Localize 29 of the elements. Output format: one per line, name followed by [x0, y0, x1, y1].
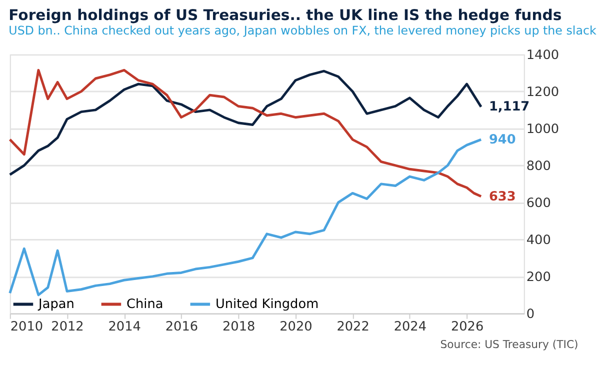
- y-tick-label: 1200: [526, 84, 560, 100]
- x-tick-label: 2012: [51, 320, 84, 335]
- legend-label: Japan: [38, 297, 74, 312]
- y-tick-label: 200: [526, 270, 551, 285]
- data-label: 1,117: [488, 100, 530, 115]
- source-note: Source: US Treasury (TIC): [440, 338, 578, 352]
- chart-title: Foreign holdings of US Treasuries.. the UK line IS the hedge funds: [8, 6, 562, 24]
- y-tick-label: 400: [526, 232, 551, 248]
- y-tick-label: 1400: [526, 48, 560, 63]
- x-tick-label: 2014: [108, 320, 141, 335]
- line-series: [8, 70, 482, 176]
- x-tick-label: 2010: [10, 320, 44, 335]
- data-label: 940: [488, 132, 516, 148]
- x-tick-label: 2020: [280, 320, 312, 335]
- line-series: [8, 138, 482, 296]
- x-tick-label: 2016: [165, 320, 198, 335]
- legend-label: China: [126, 297, 164, 312]
- y-tick-label: 800: [526, 158, 551, 174]
- x-tick-label: 2022: [336, 320, 370, 335]
- data-label: 633: [488, 189, 516, 204]
- y-tick-label: 0: [526, 306, 535, 322]
- chart-subtitle: USD bn.. China checked out years ago, Japan wobbles on FX, the levered money picks up the slack: [8, 24, 596, 38]
- legend-label: United Kingdom: [215, 297, 319, 312]
- line-series: [8, 68, 482, 198]
- y-tick-label: 1000: [526, 122, 560, 137]
- x-tick-label: 2018: [222, 320, 256, 335]
- y-tick-label: 600: [526, 196, 551, 211]
- x-tick-label: 2026: [450, 320, 484, 335]
- x-tick-label: 2024: [394, 320, 427, 335]
